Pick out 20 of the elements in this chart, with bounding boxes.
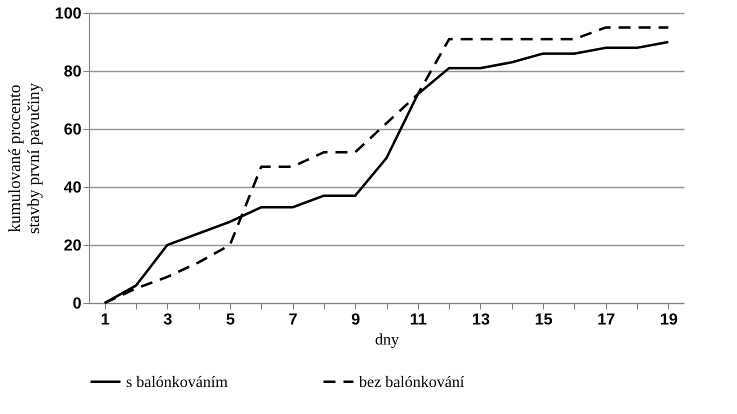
x-tick-label: 17: [597, 312, 616, 328]
y-tick-label: 80: [64, 64, 82, 80]
x-tick-label: 9: [351, 312, 360, 328]
legend-label: s balónkováním: [126, 374, 228, 391]
y-tick-label: 20: [64, 238, 82, 254]
y-tick-label: 0: [72, 296, 82, 312]
y-tick-label: 100: [54, 6, 82, 22]
x-tick-label: 13: [472, 312, 490, 328]
x-tick-label: 15: [534, 312, 553, 328]
x-tick-label: 11: [410, 312, 427, 328]
y-tick-label: 40: [64, 180, 82, 196]
x-tick-label: 19: [660, 312, 678, 328]
y-axis-title: kumulované procento stavby první pavučiny: [4, 82, 43, 234]
y-tick-label: 60: [64, 122, 82, 138]
legend-label: bez balónkování: [359, 374, 465, 391]
x-tick-label: 1: [100, 312, 110, 328]
x-tick-label: 3: [163, 312, 172, 328]
x-tick-label: 7: [288, 312, 298, 328]
x-tick-label: 5: [226, 312, 235, 328]
x-axis-title: dny: [375, 332, 399, 348]
